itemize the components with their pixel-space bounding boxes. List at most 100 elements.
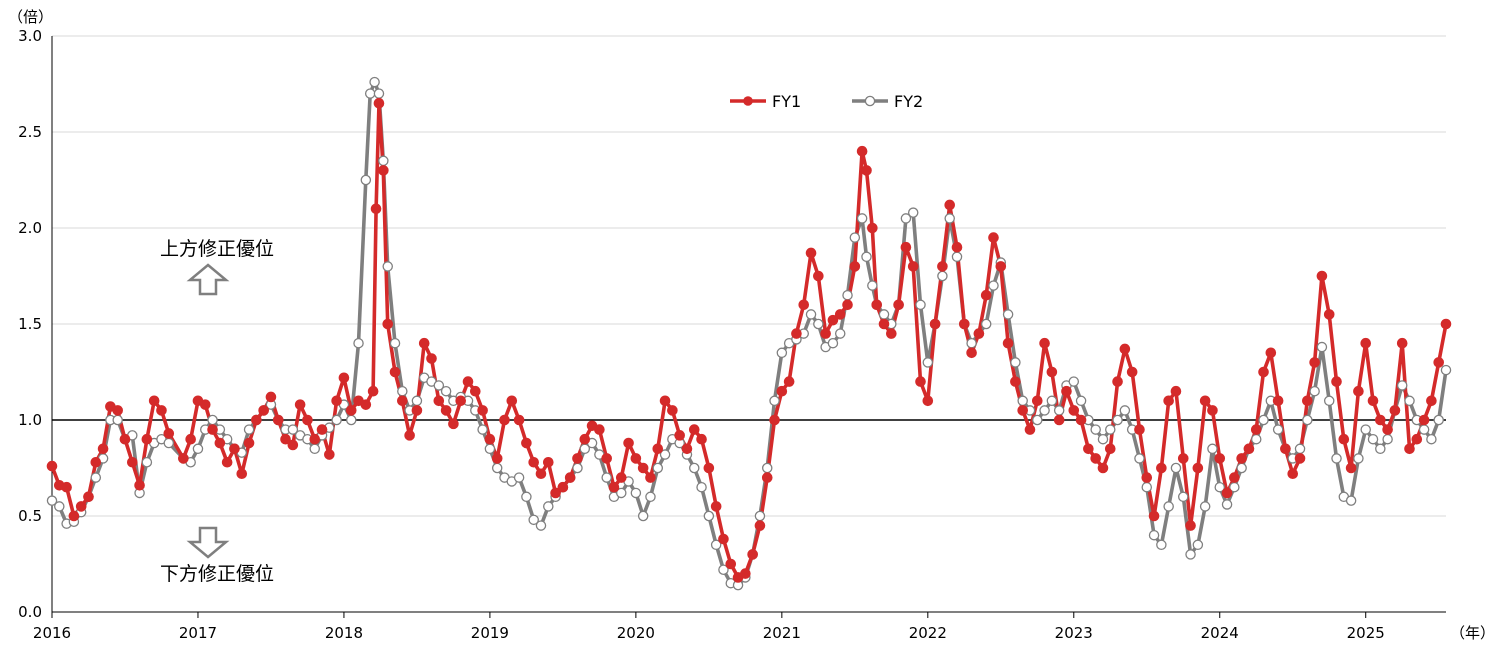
data-point-fy1 — [1156, 462, 1167, 474]
data-point-fy2 — [535, 520, 547, 531]
data-point-fy1 — [258, 405, 269, 416]
data-point-fy1 — [141, 433, 153, 445]
data-point-fy1 — [1426, 395, 1437, 407]
data-point-fy1 — [302, 414, 313, 426]
data-point-fy2 — [1002, 309, 1014, 320]
data-point-fy2 — [907, 207, 919, 218]
data-point-fy2 — [360, 174, 372, 186]
data-point-fy2 — [389, 337, 401, 349]
data-point-fy1 — [1440, 318, 1452, 330]
axis-labels: 0.0 0.5 1.0 1.5 2.0 2.5 3.0 2016 2017 2018 2019 202… — [8, 8, 1489, 642]
data-point-fy1 — [842, 299, 853, 311]
data-point-fy2 — [1178, 491, 1189, 503]
data-point-fy2 — [1068, 376, 1080, 387]
data-point-fy1 — [1119, 343, 1131, 355]
data-point-fy1 — [995, 261, 1007, 272]
data-point-fy2 — [988, 280, 999, 291]
data-point-fy1 — [1360, 337, 1372, 349]
data-point-fy2 — [966, 337, 977, 349]
data-point-fy1 — [1214, 453, 1226, 464]
data-point-fy2 — [1148, 529, 1160, 541]
data-point-fy1 — [470, 385, 481, 397]
data-point-fy2 — [696, 481, 707, 493]
data-point-fy2 — [433, 380, 445, 391]
data-point-fy2 — [937, 270, 948, 282]
data-point-fy2 — [769, 395, 780, 407]
data-point-fy1 — [1382, 424, 1393, 435]
data-point-fy1 — [776, 385, 788, 397]
data-point-fy1 — [477, 405, 488, 416]
data-point-fy2 — [287, 424, 299, 435]
data-point-fy1 — [1148, 510, 1160, 522]
data-point-fy2 — [369, 76, 380, 88]
data-point-fy2 — [761, 462, 773, 474]
data-point-fy2 — [112, 414, 123, 426]
annotation-downward: 下方修正優位 — [160, 563, 274, 585]
data-point-fy1 — [1375, 414, 1386, 426]
data-point-fy2 — [373, 88, 385, 99]
data-point-fy2 — [856, 213, 868, 224]
data-point-fy1 — [1258, 366, 1269, 378]
data-point-fy2 — [1141, 481, 1153, 493]
y-tick-label: 0.0 — [18, 603, 42, 621]
data-point-fy1 — [951, 241, 963, 253]
data-point-fy1 — [1090, 453, 1101, 464]
data-point-fy1 — [535, 468, 547, 480]
data-point-fy1 — [83, 491, 94, 503]
data-point-fy2 — [1433, 414, 1444, 426]
data-point-fy2 — [411, 395, 423, 407]
data-point-fy1 — [988, 232, 999, 243]
data-point-fy2 — [440, 385, 452, 397]
data-point-fy1 — [557, 481, 569, 493]
data-point-fy2 — [331, 414, 342, 426]
data-point-fy2 — [1170, 462, 1182, 474]
data-point-fy1 — [1177, 453, 1189, 464]
data-point-fy1 — [1243, 443, 1255, 455]
data-point-fy2 — [1382, 433, 1393, 445]
data-point-fy1 — [820, 328, 831, 339]
data-point-fy2 — [1404, 395, 1415, 407]
data-point-fy2 — [364, 88, 376, 99]
data-point-fy2 — [1367, 433, 1379, 445]
data-point-fy2 — [378, 155, 389, 167]
data-point-fy1 — [893, 299, 904, 311]
data-point-fy1 — [944, 199, 956, 211]
data-point-fy2 — [1258, 414, 1269, 426]
data-point-fy1 — [221, 456, 233, 468]
data-point-fy1 — [608, 481, 620, 493]
legend-marker-fy2 — [864, 95, 876, 107]
data-point-fy1 — [1170, 385, 1182, 397]
data-point-fy1 — [112, 405, 123, 416]
data-point-fy2 — [163, 437, 175, 449]
data-point-fy1 — [959, 318, 970, 330]
data-point-fy1 — [1002, 337, 1014, 349]
data-point-fy1 — [90, 456, 102, 468]
data-point-fy1 — [645, 472, 656, 483]
arrow-down-icon — [186, 526, 230, 559]
arrow-up-icon — [186, 263, 230, 296]
data-point-fy1 — [1323, 309, 1335, 320]
data-point-fy1 — [373, 97, 385, 109]
data-point-fy1 — [907, 261, 919, 272]
data-point-fy2 — [1309, 385, 1320, 397]
data-point-fy1 — [1433, 357, 1445, 368]
data-point-fy2 — [1105, 424, 1116, 435]
data-point-fy2 — [689, 462, 700, 474]
data-point-fy1 — [178, 453, 189, 464]
data-point-fy1 — [929, 318, 941, 330]
data-point-fy1 — [134, 479, 145, 491]
data-point-fy1 — [980, 289, 992, 301]
y-tick-label: 2.0 — [18, 219, 42, 237]
y-unit-label: （倍） — [8, 8, 53, 26]
data-point-fy1 — [747, 549, 758, 560]
data-point-fy1 — [1280, 443, 1291, 455]
data-point-fy1 — [1250, 424, 1262, 435]
data-point-fy2 — [1426, 433, 1437, 445]
x-tick-label: 2024 — [1201, 624, 1239, 642]
data-point-fy1 — [126, 456, 138, 468]
data-point-fy2 — [703, 510, 715, 522]
data-point-fy1 — [966, 347, 977, 359]
data-point-fy1 — [878, 318, 890, 330]
